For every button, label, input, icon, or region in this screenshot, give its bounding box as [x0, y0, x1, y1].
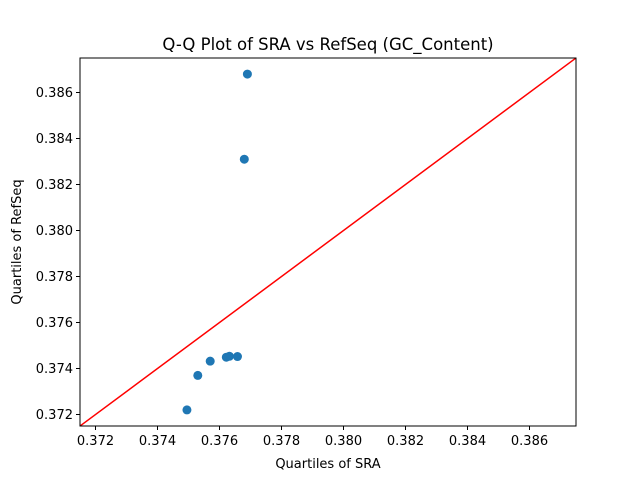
y-tick-label: 0.374 — [36, 362, 73, 377]
reference-line — [80, 58, 576, 426]
y-tick-label: 0.386 — [36, 86, 73, 101]
x-tick-label: 0.382 — [387, 434, 424, 449]
x-axis-label: Quartiles of SRA — [275, 457, 380, 472]
y-axis-label: Quartiles of RefSeq — [10, 179, 25, 304]
x-tick-label: 0.384 — [449, 434, 486, 449]
data-point-1 — [182, 405, 192, 415]
data-point-7 — [239, 154, 249, 164]
data-point-3 — [205, 356, 215, 366]
data-point-6 — [232, 352, 242, 362]
data-point-2 — [193, 370, 203, 380]
chart-title: Q-Q Plot of SRA vs RefSeq (GC_Content) — [162, 35, 493, 55]
y-tick-label: 0.382 — [36, 178, 73, 193]
x-tick-label: 0.376 — [201, 434, 238, 449]
plot-area — [80, 58, 576, 426]
x-tick-label: 0.374 — [139, 434, 176, 449]
x-tick-label: 0.386 — [511, 434, 548, 449]
y-tick-label: 0.384 — [36, 132, 73, 147]
data-point-8 — [242, 69, 252, 79]
y-tick-label: 0.380 — [36, 224, 73, 239]
x-tick-label: 0.380 — [325, 434, 362, 449]
y-axis: 0.372 0.374 0.376 0.378 0.380 0.382 0.384 0.386 — [36, 86, 80, 423]
y-tick-label: 0.378 — [36, 270, 73, 285]
data-point-5 — [224, 351, 234, 361]
y-tick-label: 0.372 — [36, 408, 73, 423]
y-tick-label: 0.376 — [36, 316, 73, 331]
plot-frame — [79, 57, 577, 427]
x-tick-label: 0.372 — [77, 434, 114, 449]
x-axis: 0.372 0.374 0.376 0.378 0.380 0.382 0.384 0.386 — [77, 426, 548, 449]
x-tick-label: 0.378 — [263, 434, 300, 449]
